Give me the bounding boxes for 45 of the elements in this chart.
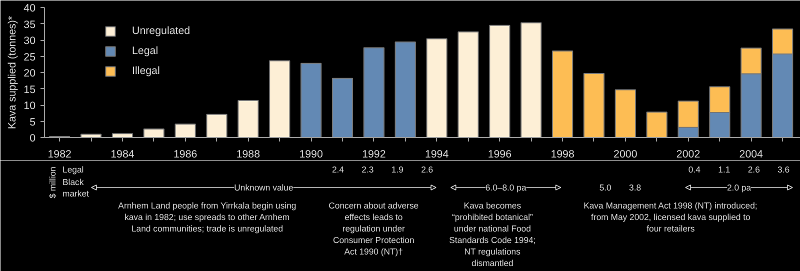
text: Concern about adverse effects leads to regulation under Consumer Protection Act 1990 (NT)†: [328, 200, 419, 256]
y-tick-label: 20: [24, 68, 36, 80]
text: 3.6: [778, 164, 790, 174]
text: Arnhem Land people from Yirrkala begin using kava in 1982; use spreads to other Arnhem Land communities; trade is unregulated: [118, 200, 296, 234]
text: 2.3: [362, 164, 374, 174]
x-tick-label: 1998: [550, 148, 574, 160]
x-tick-label: 1992: [362, 148, 386, 160]
y-axis-title: Kava supplied (tonnes)*: [6, 16, 19, 130]
y-tick-label: 40: [24, 2, 36, 14]
text: 6.0–8.0 pa: [485, 182, 526, 192]
text: 2.6: [421, 164, 434, 174]
x-tick-label: 1994: [424, 148, 449, 160]
text: Kava becomes “prohibited botanical” under national Food Standards Code 1994; NT regulations dismantled: [449, 200, 536, 268]
x-tick-label: 1990: [299, 148, 323, 160]
legend-label: Illegal: [132, 65, 160, 77]
text: 1.1: [718, 164, 730, 174]
y-tick-label: 35: [24, 18, 36, 31]
x-tick-label: 1986: [173, 148, 198, 160]
x-tick-label: 1984: [110, 148, 134, 160]
text: 2.4: [332, 164, 344, 174]
legend-label: Legal: [132, 45, 158, 57]
text: Unknown value: [234, 182, 294, 192]
y-tick-label: 30: [24, 35, 36, 47]
text: Legal: [62, 164, 84, 174]
x-tick-label: 2000: [614, 148, 638, 160]
text: Kava Management Act 1998 (NT) introduced; from May 2002, licensed kava supplied to four retailers: [584, 200, 758, 234]
text: 3.8: [629, 182, 642, 192]
y-tick-label: 5: [30, 116, 36, 128]
y-tick-label: 10: [24, 100, 36, 112]
text: Black market: [62, 176, 90, 198]
legend-label: Unregulated: [132, 25, 190, 37]
y-tick-label: 25: [24, 51, 36, 64]
x-tick-label: 1982: [48, 148, 72, 160]
text: 2.6: [748, 164, 760, 174]
x-tick-label: 2002: [676, 148, 700, 160]
x-tick-label: 1988: [236, 148, 260, 160]
text: $ million: [48, 166, 58, 198]
x-tick-label: 2004: [739, 148, 764, 160]
x-tick-label: 1996: [488, 148, 512, 160]
text: 5.0: [599, 182, 612, 192]
text: 2.0 pa: [726, 182, 752, 192]
text: 0.4: [688, 164, 701, 174]
y-tick-label: 0: [30, 132, 36, 144]
y-tick-label: 15: [24, 84, 36, 96]
text: 1.9: [391, 164, 404, 174]
